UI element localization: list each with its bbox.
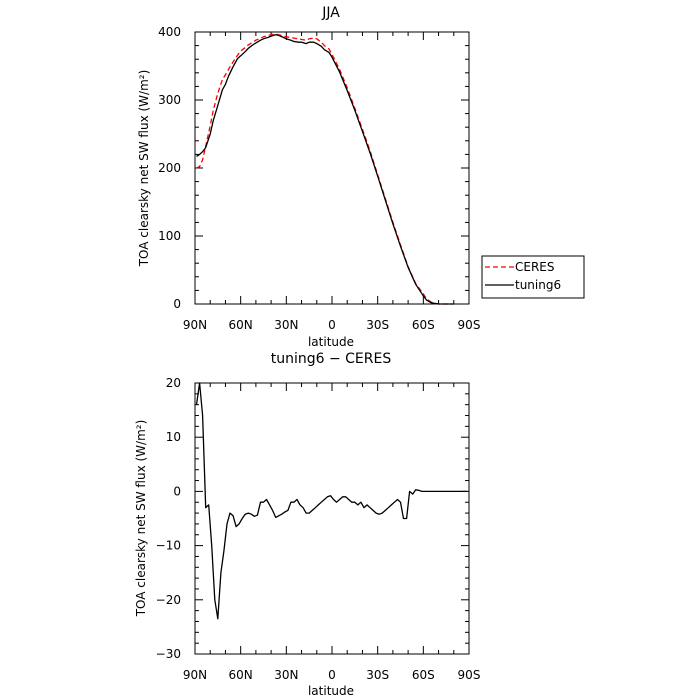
top-y-tick-label: 0 — [173, 297, 181, 311]
top-x-tick-label: 90N — [183, 318, 207, 332]
top-x-tick-label: 30N — [274, 318, 298, 332]
top-series-line-tuning6 — [196, 34, 454, 305]
top-x-tick-label: 60S — [412, 318, 435, 332]
bottom-y-tick-label: 10 — [166, 430, 181, 444]
bottom-plot-frame — [194, 382, 470, 655]
top-x-tick-label: 60N — [229, 318, 253, 332]
bottom-x-tick-label: 90S — [458, 668, 481, 682]
legend: CERES tuning6 — [481, 255, 585, 299]
top-x-axis-label: latitude — [308, 335, 354, 349]
legend-box — [481, 255, 585, 299]
top-panel: JJA 90N 60N 30N 0 30S 60S 90S 0 100 200 300 400 lat… — [137, 5, 480, 349]
top-plot-frame — [194, 31, 470, 305]
bottom-axis-ticks: 90N 60N 30N 0 30S 60S 90S −30 −20 −10 0 10 20 — [156, 376, 481, 682]
bottom-x-tick-label: 60S — [412, 668, 435, 682]
top-x-tick-label: 0 — [328, 318, 336, 332]
top-x-tick-label: 30S — [366, 318, 389, 332]
top-series-group — [196, 33, 454, 305]
bottom-y-axis-label: TOA clearsky net SW flux (W/m²) — [134, 420, 148, 618]
top-y-tick-label: 100 — [158, 229, 181, 243]
top-y-tick-label: 300 — [158, 93, 181, 107]
bottom-x-tick-label: 30S — [366, 668, 389, 682]
bottom-x-tick-label: 60N — [229, 668, 253, 682]
bottom-panel: tuning6 − CERES 90N 60N 30N 0 30S 60S 90S −30 −2… — [134, 351, 480, 698]
top-chart-title: JJA — [321, 5, 340, 21]
bottom-y-tick-label: 20 — [166, 376, 181, 390]
top-axis-ticks: 90N 60N 30N 0 30S 60S 90S 0 100 200 300 400 — [158, 25, 480, 332]
legend-label-tuning6: tuning6 — [515, 278, 561, 292]
legend-label-ceres: CERES — [515, 260, 555, 274]
bottom-chart-title: tuning6 − CERES — [271, 351, 392, 367]
bottom-x-axis-label: latitude — [308, 684, 354, 698]
bottom-y-tick-label: −10 — [156, 539, 181, 553]
bottom-series-line-difference — [195, 382, 468, 620]
bottom-x-tick-label: 0 — [328, 668, 336, 682]
bottom-y-tick-label: −20 — [156, 593, 181, 607]
top-y-tick-label: 400 — [158, 25, 181, 39]
top-y-axis-label: TOA clearsky net SW flux (W/m²) — [137, 70, 151, 268]
bottom-series-group — [195, 382, 468, 620]
bottom-x-tick-label: 90N — [183, 668, 207, 682]
top-series-line-ceres — [196, 33, 454, 305]
top-y-tick-label: 200 — [158, 161, 181, 175]
top-x-tick-label: 90S — [458, 318, 481, 332]
bottom-y-tick-label: 0 — [173, 484, 181, 498]
bottom-x-tick-label: 30N — [274, 668, 298, 682]
bottom-y-tick-label: −30 — [156, 647, 181, 661]
